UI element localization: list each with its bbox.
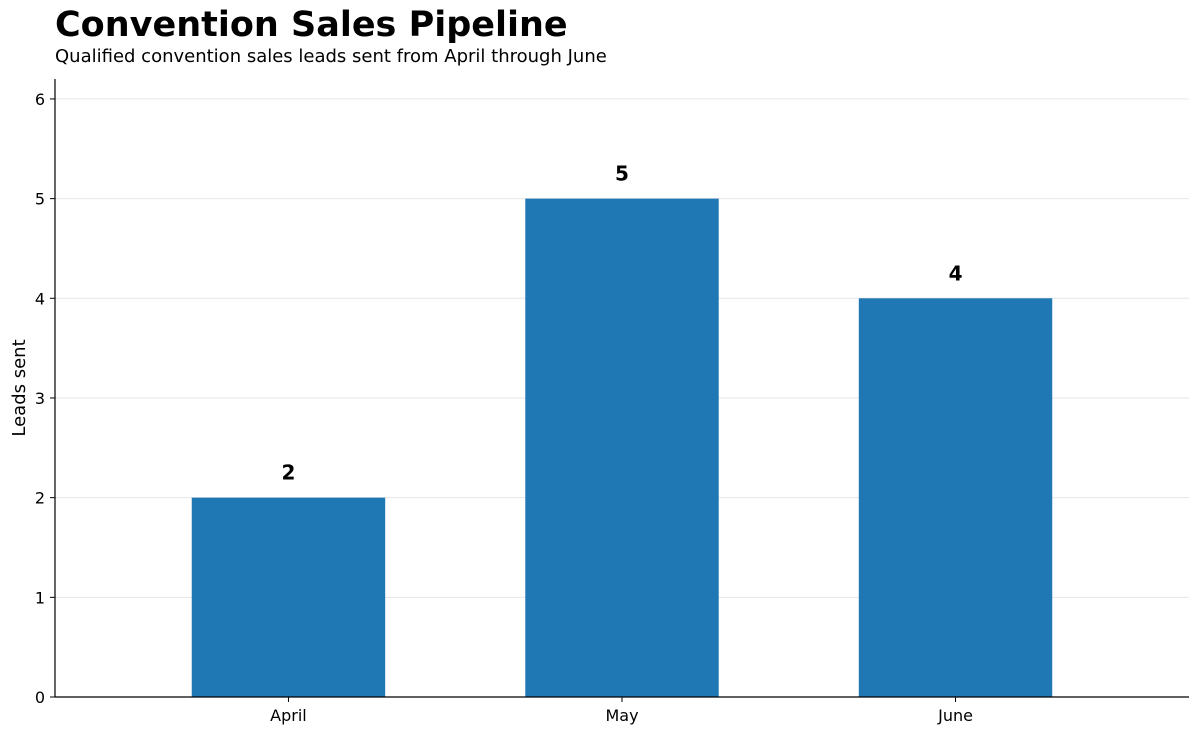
y-tick-label: 6 xyxy=(35,90,45,109)
bar-may xyxy=(525,198,719,697)
y-tick-label: 3 xyxy=(35,389,45,408)
chart-title: Convention Sales Pipeline xyxy=(55,5,568,45)
bar-june xyxy=(858,298,1053,697)
bar-april xyxy=(191,497,386,697)
chart-subtitle: Qualified convention sales leads sent fr… xyxy=(55,46,607,67)
y-tick-label: 2 xyxy=(35,489,45,508)
x-tick-label: April xyxy=(270,706,307,725)
x-tick-label: May xyxy=(605,706,638,725)
bars xyxy=(191,198,1053,697)
data-label-june: 4 xyxy=(949,261,963,285)
y-tick-label: 0 xyxy=(35,688,45,707)
y-tick-label: 5 xyxy=(35,190,45,209)
x-tick-label: June xyxy=(937,706,973,725)
axes: 0 1 2 3 4 5 6 April May June xyxy=(35,79,1189,725)
data-labels: 2 5 4 xyxy=(282,162,963,485)
y-axis-label: Leads sent xyxy=(9,339,30,436)
data-label-may: 5 xyxy=(615,162,629,186)
data-label-april: 2 xyxy=(282,461,296,485)
y-tick-label: 1 xyxy=(35,588,45,607)
y-tick-label: 4 xyxy=(35,289,45,308)
